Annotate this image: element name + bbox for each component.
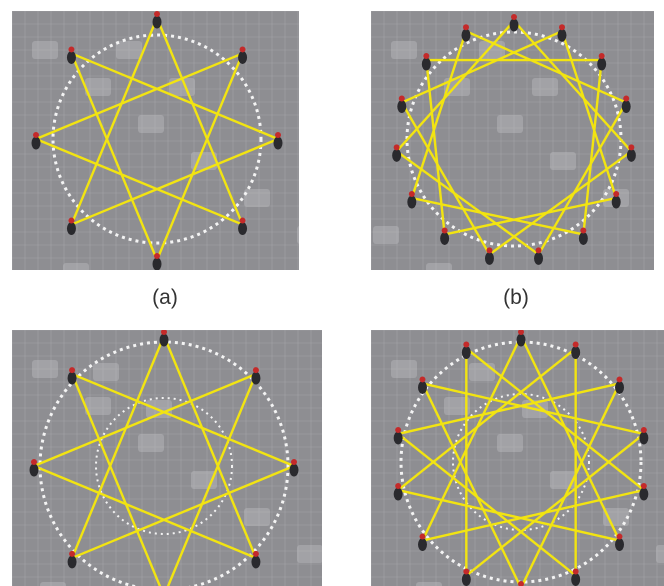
person <box>251 550 261 569</box>
marker-ring <box>399 340 643 584</box>
rope-segment <box>70 464 296 560</box>
person <box>273 132 283 150</box>
person <box>611 191 621 209</box>
person <box>67 550 77 569</box>
rope-segment <box>155 52 244 262</box>
person <box>571 341 581 359</box>
rope-segment <box>396 432 577 577</box>
photo-b <box>371 11 654 270</box>
rope-segment <box>519 334 621 542</box>
person <box>29 459 39 477</box>
person <box>251 367 261 385</box>
person <box>639 426 649 445</box>
rope-segment <box>162 334 258 560</box>
rope-segment <box>396 347 577 492</box>
photo-a <box>12 11 299 270</box>
person <box>440 227 450 245</box>
marker-ring <box>51 33 263 245</box>
person <box>615 376 625 394</box>
pavement-tiles <box>12 330 322 586</box>
caption-b: (b) <box>503 286 529 309</box>
rope-segment <box>465 347 646 492</box>
rope-segment <box>520 382 621 586</box>
rope-segment <box>465 432 646 577</box>
rope-segment <box>421 382 522 586</box>
photo-b-image <box>371 11 654 270</box>
photo-d-image <box>371 330 664 586</box>
person <box>639 483 649 501</box>
person <box>615 533 625 552</box>
person <box>238 46 248 64</box>
pavement <box>12 11 299 270</box>
rope-segment <box>400 30 564 104</box>
rope-segment <box>155 16 244 226</box>
inner-marker-ring <box>452 393 590 531</box>
caption-a: (a) <box>152 286 178 309</box>
person <box>509 14 519 32</box>
person <box>152 253 162 270</box>
person <box>238 217 248 236</box>
rope-segment <box>70 52 159 262</box>
rope-segment <box>34 52 244 141</box>
person <box>393 483 403 501</box>
pavement <box>12 330 322 586</box>
person <box>461 341 471 359</box>
photo-c <box>12 330 322 586</box>
rope-segment <box>396 382 621 436</box>
rope-segment <box>34 137 244 226</box>
person <box>397 95 407 114</box>
photo-a-image <box>12 11 299 270</box>
person <box>421 53 431 71</box>
inner-marker-ring <box>95 397 233 535</box>
person <box>407 191 417 209</box>
rope-segment <box>70 137 280 226</box>
person <box>66 46 76 64</box>
marker-ring <box>38 340 290 586</box>
person <box>461 568 471 586</box>
rope-star <box>396 334 646 586</box>
person <box>597 53 607 71</box>
person <box>417 533 427 552</box>
rope-segment <box>70 52 280 141</box>
photo-c-image <box>12 330 322 586</box>
person <box>557 24 567 42</box>
rope-segment <box>70 16 159 226</box>
rope-star <box>34 16 280 262</box>
rope-segment <box>70 372 162 586</box>
person <box>289 459 299 477</box>
rope-star <box>395 19 633 256</box>
rope-segment <box>70 372 296 468</box>
rope-segment <box>421 334 523 542</box>
rope-segment <box>32 372 258 468</box>
rope-segment <box>421 382 646 436</box>
person <box>621 95 631 114</box>
person <box>484 247 494 265</box>
person <box>159 330 169 347</box>
person <box>461 24 471 42</box>
rope-segment <box>421 488 646 542</box>
person <box>626 144 636 162</box>
person <box>152 11 162 29</box>
person <box>31 132 41 150</box>
person <box>578 227 588 245</box>
rope-segment <box>396 488 621 542</box>
rope-star <box>32 334 296 586</box>
photo-d <box>371 330 664 586</box>
rope-segment <box>464 30 628 104</box>
light-patches <box>373 41 629 270</box>
rope-segment <box>32 464 258 560</box>
person <box>534 247 544 265</box>
person <box>393 426 403 445</box>
person <box>67 367 77 385</box>
rope-segment <box>166 372 258 586</box>
person <box>417 376 427 394</box>
light-patches <box>32 41 299 270</box>
person <box>516 330 526 347</box>
person <box>66 217 76 236</box>
person <box>392 144 402 162</box>
person <box>571 568 581 586</box>
rope-segment <box>70 334 166 560</box>
